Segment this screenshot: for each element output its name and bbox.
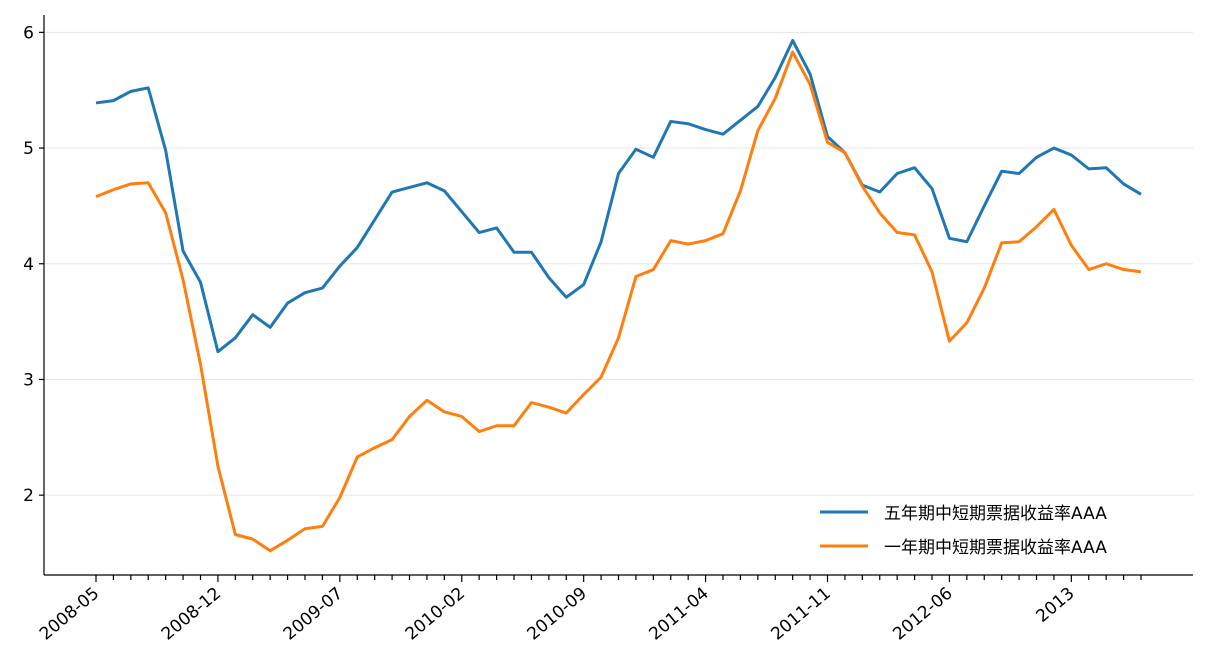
x-tick-label: 2011-04 bbox=[646, 584, 713, 645]
legend-label: 一年期中短期票据收益率AAA bbox=[884, 538, 1107, 558]
x-tick-label: 2008-12 bbox=[158, 584, 225, 645]
y-tick-label: 6 bbox=[23, 23, 34, 43]
line-series bbox=[95, 50, 1142, 553]
y-tick-label: 3 bbox=[23, 370, 34, 390]
x-tick-label: 2013 bbox=[1033, 584, 1079, 627]
x-tick-label: 2008-05 bbox=[36, 584, 103, 645]
y-tick-label: 5 bbox=[23, 139, 34, 159]
x-tick-label: 2009-07 bbox=[280, 584, 347, 645]
x-tick-label: 2011-11 bbox=[767, 584, 834, 645]
y-tick-label: 2 bbox=[23, 486, 34, 506]
y-tick-label: 4 bbox=[23, 255, 34, 275]
x-tick-label: 2010-02 bbox=[402, 584, 469, 645]
line-series bbox=[95, 38, 1142, 354]
x-tick-label: 2012-06 bbox=[889, 584, 956, 645]
legend-label: 五年期中短期票据收益率AAA bbox=[884, 504, 1107, 524]
x-tick-label: 2010-09 bbox=[524, 584, 591, 645]
